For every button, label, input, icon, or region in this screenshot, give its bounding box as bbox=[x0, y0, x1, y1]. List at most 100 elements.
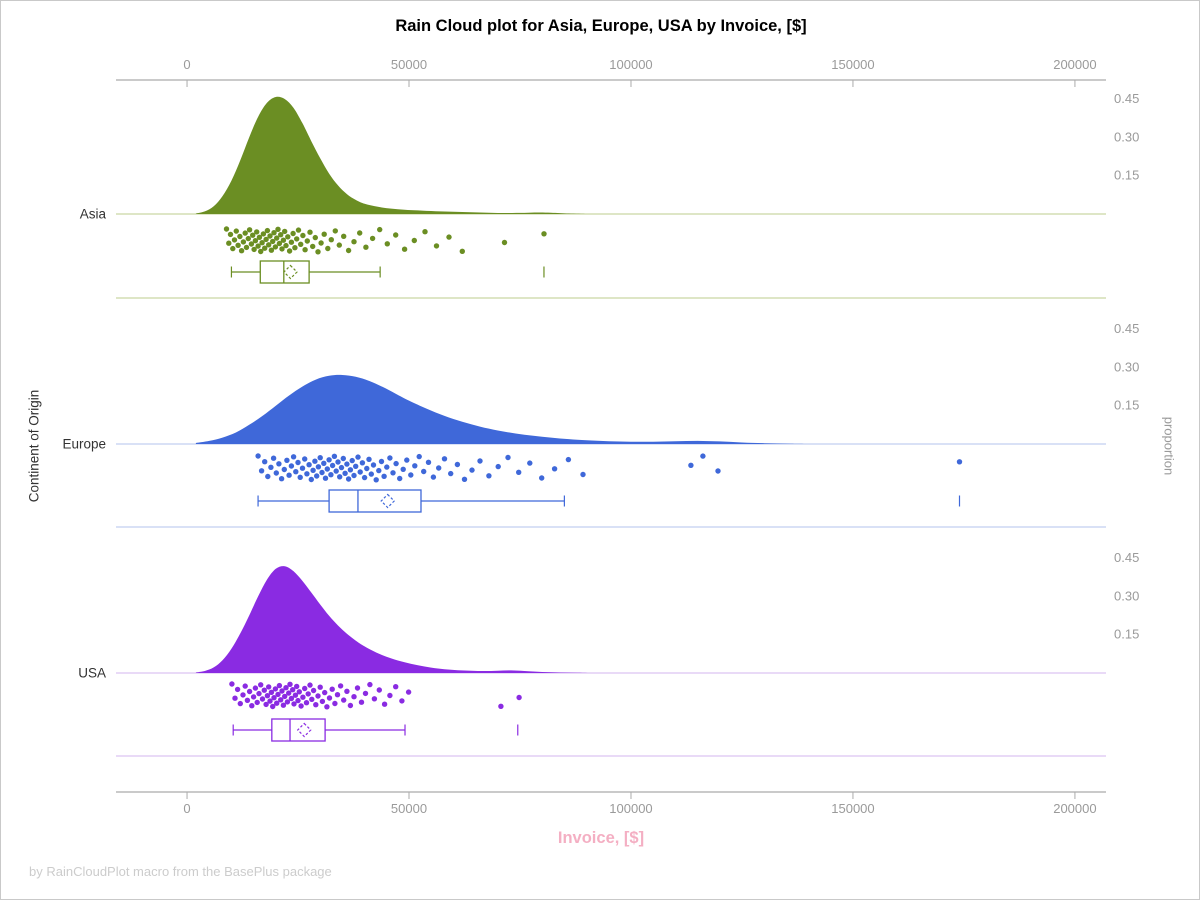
rain-point bbox=[283, 685, 289, 691]
rain-point bbox=[328, 237, 334, 243]
rain-point bbox=[688, 462, 694, 468]
rain-point bbox=[252, 238, 259, 244]
rain-point bbox=[260, 231, 267, 237]
rain-point bbox=[580, 471, 586, 478]
rain-point bbox=[284, 457, 290, 463]
rain-point bbox=[359, 460, 366, 466]
rain-point bbox=[341, 233, 347, 239]
category-label: Asia bbox=[80, 207, 107, 222]
rain-point bbox=[318, 240, 324, 246]
rain-point bbox=[291, 701, 297, 707]
rain-point bbox=[259, 240, 265, 246]
bottom-axis-tick-label: 150000 bbox=[831, 801, 874, 816]
rain-point bbox=[274, 700, 280, 706]
box bbox=[328, 489, 422, 513]
rain-point bbox=[255, 453, 261, 459]
rain-point bbox=[390, 470, 396, 476]
rain-point bbox=[334, 692, 341, 698]
rain-point bbox=[459, 248, 465, 254]
rain-point bbox=[332, 700, 338, 707]
rain-point bbox=[263, 701, 269, 708]
rain-point bbox=[223, 226, 230, 232]
rain-point bbox=[313, 702, 319, 708]
rain-point bbox=[273, 470, 279, 476]
rain-point bbox=[325, 245, 331, 252]
rain-point bbox=[565, 456, 572, 463]
rain-point bbox=[303, 700, 310, 706]
rain-point bbox=[286, 690, 292, 696]
rain-point bbox=[351, 694, 357, 700]
rain-point bbox=[288, 463, 295, 469]
rain-point bbox=[319, 698, 326, 705]
proportion-tick-label: 0.15 bbox=[1114, 627, 1139, 642]
rain-point bbox=[280, 702, 287, 708]
rain-point bbox=[516, 469, 522, 475]
rain-point bbox=[238, 248, 245, 254]
x-axis-label: Invoice, [$] bbox=[557, 829, 645, 847]
rain-point bbox=[284, 699, 291, 705]
rain-point bbox=[329, 686, 335, 692]
rain-point bbox=[259, 696, 266, 702]
category-label: USA bbox=[78, 666, 106, 681]
rain-point bbox=[335, 459, 341, 465]
rain-point bbox=[270, 455, 277, 461]
mean-diamond bbox=[296, 722, 312, 738]
rain-point bbox=[421, 468, 427, 475]
rain-point bbox=[232, 695, 238, 701]
rain-point bbox=[242, 230, 248, 236]
rain-point bbox=[425, 459, 432, 465]
rain-point bbox=[387, 455, 393, 461]
rain-point bbox=[341, 697, 347, 703]
rain-point bbox=[347, 467, 354, 473]
rain-point bbox=[272, 244, 279, 250]
proportion-tick-label: 0.45 bbox=[1114, 550, 1139, 565]
mean-diamond bbox=[283, 264, 298, 280]
rain-point bbox=[246, 688, 253, 695]
rain-point bbox=[279, 688, 285, 694]
rain-point bbox=[295, 227, 302, 233]
proportion-tick-label: 0.30 bbox=[1114, 588, 1139, 603]
rain-point bbox=[370, 462, 377, 468]
rain-point bbox=[345, 247, 352, 254]
rain-point bbox=[286, 248, 293, 254]
rain-point bbox=[361, 474, 368, 481]
rain-point bbox=[280, 237, 287, 243]
rain-point bbox=[300, 232, 306, 239]
rain-point bbox=[345, 476, 352, 482]
rain-point bbox=[353, 463, 359, 469]
rain-point bbox=[292, 692, 299, 698]
rain-point bbox=[404, 457, 410, 463]
rain-point bbox=[336, 242, 342, 248]
rain-point bbox=[278, 232, 284, 238]
rain-point bbox=[302, 247, 308, 253]
rain-point bbox=[378, 458, 385, 465]
rain-point bbox=[295, 459, 301, 466]
rain-point bbox=[384, 241, 390, 247]
rain-point bbox=[332, 228, 338, 234]
rain-point bbox=[436, 465, 442, 471]
rain-point bbox=[294, 683, 300, 690]
rain-point bbox=[384, 464, 390, 470]
category-label: Europe bbox=[62, 437, 106, 452]
rain-point bbox=[326, 457, 332, 463]
mean-diamond bbox=[380, 493, 396, 509]
rain-point bbox=[326, 695, 333, 701]
rain-point bbox=[362, 690, 369, 697]
y-axis-label-right: proportion bbox=[1161, 416, 1177, 476]
rain-point bbox=[268, 689, 275, 695]
rain-point bbox=[244, 697, 251, 703]
rain-point bbox=[322, 689, 328, 696]
rain-point bbox=[227, 231, 234, 238]
rain-point bbox=[446, 234, 452, 240]
top-axis-tick-label: 200000 bbox=[1053, 57, 1096, 72]
top-axis-tick-label: 100000 bbox=[609, 57, 652, 72]
rain-point bbox=[541, 231, 547, 237]
rain-point bbox=[305, 691, 311, 697]
rain-point bbox=[298, 703, 304, 709]
rain-point bbox=[317, 684, 323, 690]
rain-point bbox=[312, 458, 318, 464]
rain-point bbox=[314, 473, 320, 479]
rain-point bbox=[254, 699, 260, 706]
rain-point bbox=[270, 703, 276, 710]
